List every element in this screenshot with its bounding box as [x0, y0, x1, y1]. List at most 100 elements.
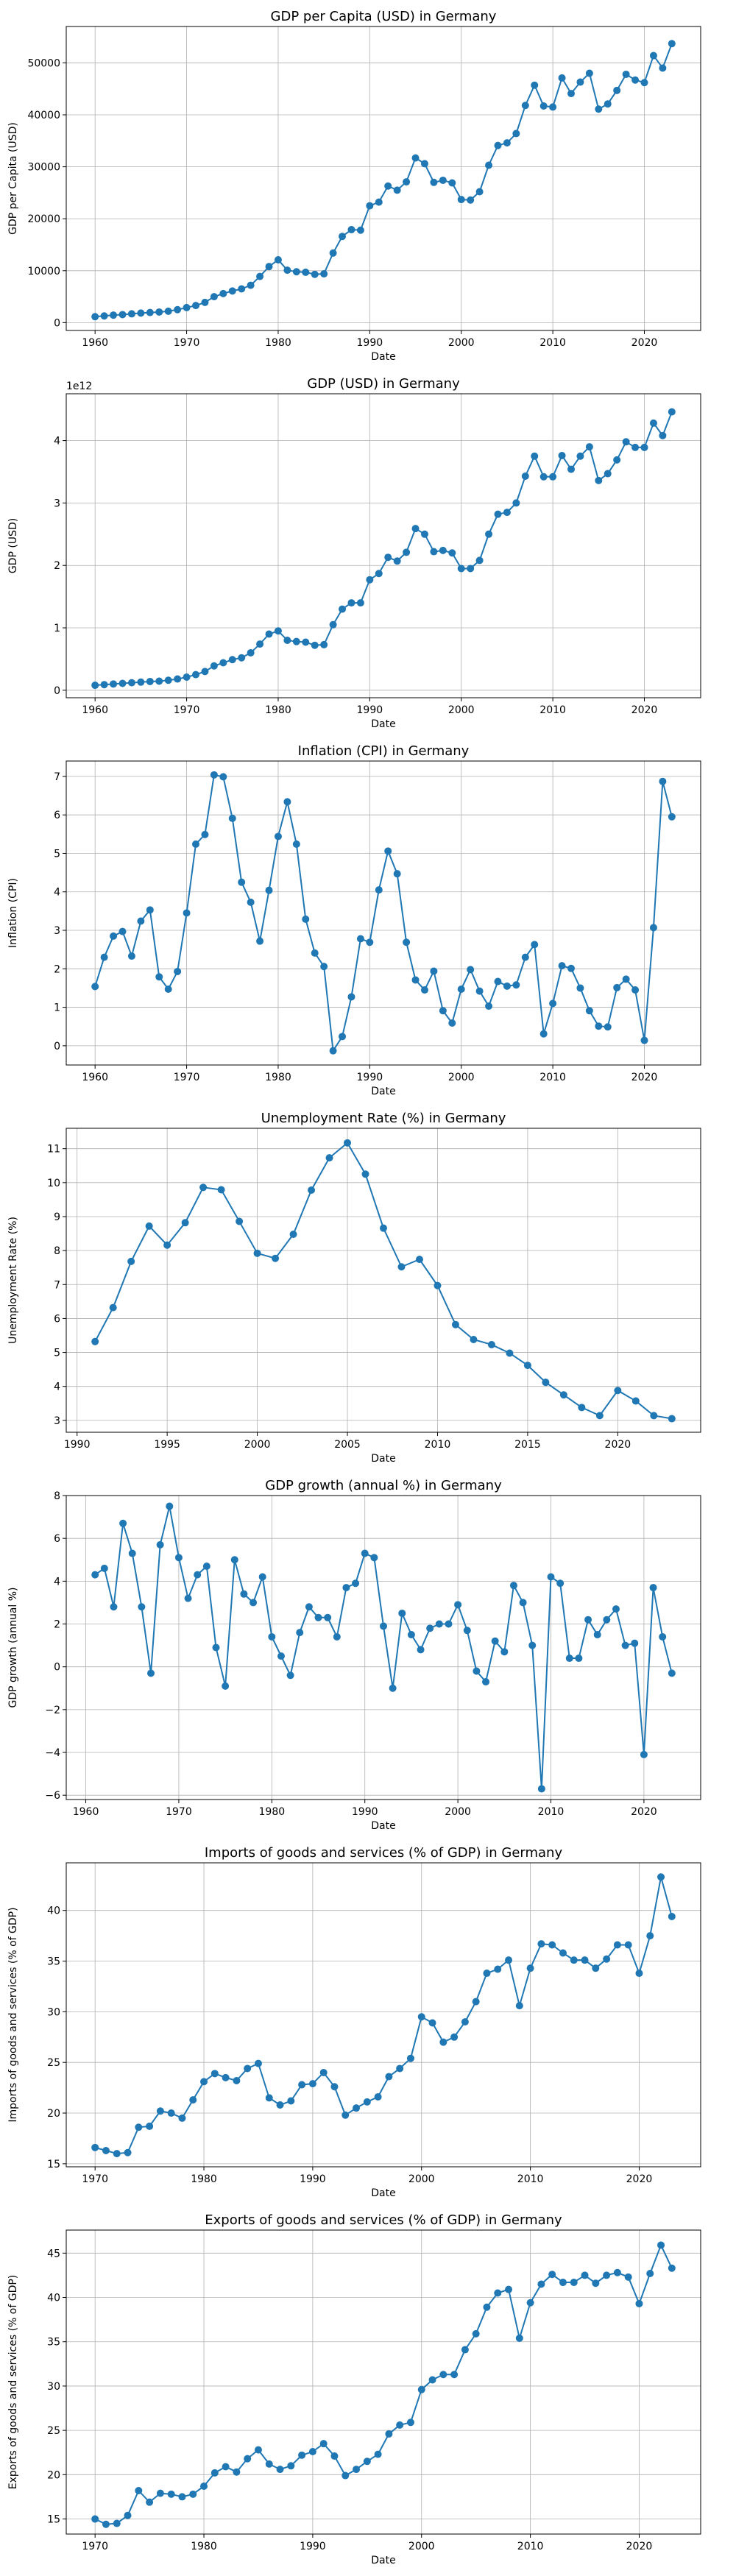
x-tick-label: 2010	[517, 2541, 544, 2552]
data-point	[276, 2101, 284, 2109]
data-point	[102, 2146, 110, 2154]
x-tick-label: 2000	[445, 1806, 471, 1818]
data-point	[155, 308, 163, 316]
data-point	[581, 1956, 589, 1964]
data-point	[308, 2448, 316, 2456]
data-point	[570, 1956, 578, 1964]
data-point	[503, 982, 511, 990]
data-point	[567, 964, 575, 972]
data-point	[199, 1183, 208, 1192]
data-point	[353, 2466, 361, 2474]
data-point	[491, 1637, 499, 1645]
data-point	[570, 2279, 578, 2287]
x-tick-label: 1990	[357, 704, 383, 716]
data-point	[549, 999, 557, 1008]
data-point	[578, 1404, 586, 1412]
y-tick-label: 4	[54, 1381, 60, 1393]
data-point	[435, 1620, 443, 1628]
x-axis-label: Date	[371, 2555, 395, 2566]
data-point	[595, 1022, 603, 1030]
y-tick-label: 0	[54, 1662, 60, 1674]
data-point	[164, 676, 172, 684]
data-point	[274, 255, 282, 263]
y-tick-label: 50000	[27, 57, 60, 69]
data-point	[621, 1641, 629, 1649]
data-point	[91, 983, 99, 991]
data-point	[613, 86, 621, 94]
data-point	[668, 1669, 676, 1677]
data-point	[228, 814, 236, 822]
data-point	[174, 1554, 183, 1562]
data-point	[584, 1616, 592, 1624]
x-tick-label: 1990	[300, 2173, 326, 2185]
data-point	[272, 1254, 280, 1262]
data-point	[385, 2073, 393, 2081]
data-point	[512, 130, 520, 138]
data-point	[256, 272, 264, 280]
data-point	[417, 2385, 425, 2393]
data-point	[238, 878, 246, 886]
data-point	[659, 777, 667, 785]
data-point	[201, 668, 209, 676]
y-tick-label: 4	[54, 436, 60, 447]
data-point	[548, 1941, 556, 1949]
data-point	[329, 620, 337, 629]
data-point	[567, 90, 575, 98]
y-tick-label: 7	[54, 771, 60, 783]
data-point	[342, 1584, 350, 1592]
y-tick-label: 25	[47, 2425, 60, 2437]
y-axis-label: Exports of goods and services (% of GDP)	[7, 2275, 19, 2490]
data-point	[483, 1970, 491, 1978]
data-point	[640, 1036, 648, 1044]
data-point	[475, 188, 484, 196]
data-point	[292, 840, 300, 848]
x-tick-label: 1960	[82, 337, 108, 349]
data-point	[102, 2520, 110, 2528]
data-point	[585, 69, 593, 77]
x-tick-label: 1980	[191, 2541, 217, 2552]
data-point	[467, 196, 475, 204]
data-point	[595, 476, 603, 484]
data-point	[119, 1519, 127, 1527]
data-point	[537, 1940, 545, 1948]
data-point	[192, 840, 200, 848]
data-point	[503, 139, 511, 147]
data-point	[308, 2080, 316, 2088]
data-point	[292, 268, 300, 276]
x-tick-label: 2010	[539, 704, 566, 716]
data-point	[329, 1047, 337, 1055]
data-point	[292, 637, 300, 645]
data-point	[339, 1033, 347, 1041]
data-point	[201, 298, 209, 306]
data-point	[219, 773, 227, 781]
data-point	[265, 630, 273, 638]
data-point	[439, 546, 447, 554]
data-point	[240, 1590, 248, 1598]
data-point	[622, 438, 630, 446]
data-point	[146, 2122, 154, 2130]
chart-title: Exports of goods and services (% of GDP)…	[205, 2212, 562, 2228]
x-axis-label: Date	[371, 351, 395, 363]
series-line	[95, 43, 673, 318]
data-point	[592, 1964, 600, 1972]
data-point	[559, 2279, 567, 2287]
y-tick-label: 15	[47, 2514, 60, 2526]
data-point	[380, 1224, 387, 1232]
data-point	[314, 1613, 322, 1621]
chart-title: GDP per Capita (USD) in Germany	[271, 9, 497, 24]
data-point	[233, 2076, 241, 2084]
y-tick-label: 30000	[27, 162, 60, 174]
data-point	[167, 2490, 175, 2498]
data-point	[549, 103, 557, 111]
data-point	[110, 1603, 118, 1611]
data-point	[265, 2460, 273, 2468]
data-point	[389, 1684, 397, 1692]
data-point	[320, 963, 328, 971]
chart-title: Imports of goods and services (% of GDP)…	[205, 1845, 563, 1861]
data-point	[403, 178, 411, 186]
data-point	[417, 1646, 425, 1654]
data-point	[238, 285, 246, 293]
data-point	[384, 182, 392, 190]
data-point	[603, 2271, 611, 2279]
data-point	[439, 176, 447, 184]
